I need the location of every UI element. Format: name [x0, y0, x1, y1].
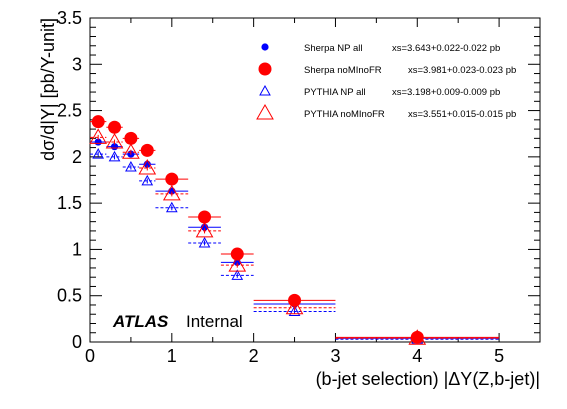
legend-xs: xs=3.198+0.009-0.009 pb: [392, 87, 500, 98]
point: [92, 148, 105, 159]
axis-ticks: 0 1 2 3 4 5 0 0.5 1 1.5 2 2.5 3 3.5: [57, 8, 541, 366]
legend-series-name: Sherpa noMInoFR: [304, 65, 382, 76]
y-tick-label: 1: [72, 239, 82, 259]
plot-frame: [89, 17, 541, 343]
atlas-label: ATLAS: [112, 312, 169, 331]
legend-entry: Sherpa noMInoFR xs=3.981+0.023-0.023 pb: [258, 62, 516, 76]
legend-series-name: PYTHIA noMInoFR: [304, 109, 385, 120]
legend-series-name: Sherpa NP all: [304, 43, 362, 54]
legend-entry: PYTHIA noMInoFR xs=3.551+0.015-0.015 pb: [256, 103, 516, 120]
point: [122, 143, 140, 159]
legend-xs: xs=3.981+0.023-0.023 pb: [408, 65, 516, 76]
y-tick-label: 1.5: [57, 193, 82, 213]
legend-entry: PYTHIA NP all xs=3.198+0.009-0.009 pb: [259, 84, 500, 98]
legend-series-name: PYTHIA NP all: [304, 87, 366, 98]
point: [288, 305, 301, 316]
x-tick-label: 2: [249, 346, 259, 366]
point: [198, 236, 211, 248]
point: [141, 174, 154, 186]
x-tick-label: 1: [167, 346, 177, 366]
point: [165, 201, 178, 213]
y-tick-label: 2.5: [57, 101, 82, 121]
point: [410, 330, 424, 344]
y-tick-label: 2: [72, 147, 82, 167]
point: [138, 158, 157, 175]
point: [228, 256, 247, 272]
internal-label: Internal: [186, 312, 243, 331]
point: [258, 62, 272, 76]
point: [195, 221, 214, 238]
point: [285, 298, 304, 315]
point: [125, 161, 137, 172]
point: [140, 143, 154, 157]
point: [165, 172, 179, 186]
point: [259, 84, 271, 96]
x-tick-label: 3: [330, 346, 340, 366]
point: [124, 131, 138, 145]
legend-entry: Sherpa NP all xs=3.643+0.022-0.022 pb: [261, 43, 500, 54]
y-tick-label: 0.5: [57, 286, 82, 306]
point: [89, 128, 108, 144]
point: [256, 103, 274, 120]
y-tick-label: 0: [72, 332, 82, 352]
point: [108, 120, 122, 134]
x-tick-label: 4: [412, 346, 422, 366]
x-axis-title: (b-jet selection) |ΔY(Z,b-jet)|: [316, 369, 540, 389]
point: [105, 133, 124, 149]
point: [91, 115, 105, 129]
point: [261, 43, 269, 51]
point: [198, 210, 212, 224]
point: [230, 247, 244, 261]
point: [231, 269, 244, 280]
y-tick-label: 3: [72, 54, 82, 74]
data-marks: [89, 115, 500, 345]
x-tick-label: 0: [85, 346, 95, 366]
y-tick-label: 3.5: [57, 8, 82, 28]
point: [162, 184, 181, 201]
legend-xs: xs=3.643+0.022-0.022 pb: [392, 43, 500, 54]
y-axis-title: dσ/d|Y| [pb/Y-unit]: [38, 18, 58, 161]
point: [108, 150, 121, 162]
x-tick-label: 5: [494, 346, 504, 366]
legend: Sherpa NP all xs=3.643+0.022-0.022 pbSher…: [256, 43, 516, 120]
point: [288, 293, 302, 307]
legend-xs: xs=3.551+0.015-0.015 pb: [408, 109, 516, 120]
series-sherpa-nominofr: [90, 115, 500, 344]
